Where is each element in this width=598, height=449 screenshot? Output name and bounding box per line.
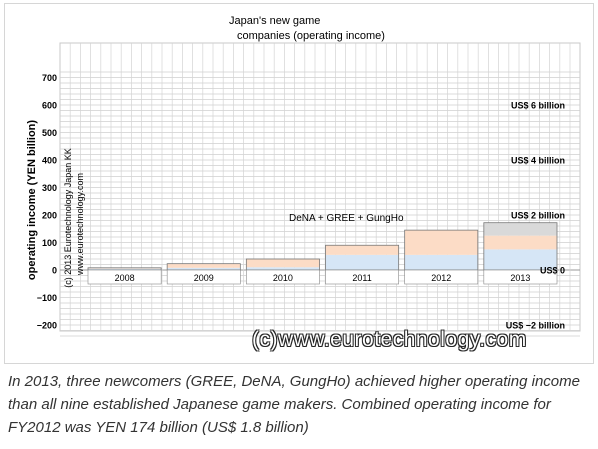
y-tick-label: −200 bbox=[37, 321, 57, 331]
bar-segment-2013-0 bbox=[483, 249, 557, 270]
bar-segment-2011-1 bbox=[325, 245, 399, 255]
x-tick-label: 2011 bbox=[352, 273, 371, 283]
plot-area bbox=[59, 42, 581, 332]
copyright-line2: www.eurotechnology.com bbox=[75, 173, 85, 276]
y-tick-label: 100 bbox=[42, 238, 57, 248]
bar-segment-2012-0 bbox=[404, 254, 478, 270]
bar-segment-2008-0 bbox=[88, 268, 162, 270]
x-tick-labels: 2008 2009 2010 2011 2012 2013 bbox=[115, 273, 531, 283]
y-tick-label: 500 bbox=[42, 128, 57, 138]
bar-segment-2011-0 bbox=[325, 254, 399, 270]
bar-segment-2009-1 bbox=[167, 263, 241, 268]
y-tick-label: −100 bbox=[37, 293, 57, 303]
y-tick-label: 0 bbox=[52, 266, 57, 276]
figure-caption: In 2013, three newcomers (GREE, DeNA, Gu… bbox=[8, 373, 580, 436]
x-tick-label: 2009 bbox=[194, 273, 214, 283]
category-box-2009 bbox=[166, 269, 241, 285]
usd-label: US$ −2 billion bbox=[506, 321, 565, 331]
x-tick-label: 2013 bbox=[510, 273, 530, 283]
category-box-2010 bbox=[246, 269, 320, 285]
category-box-2011 bbox=[325, 269, 399, 285]
watermark-text: (c)www.eurotechnology.com bbox=[252, 328, 527, 351]
bar-segment-2010-0 bbox=[246, 267, 320, 270]
usd-label: US$ 4 billion bbox=[511, 156, 565, 166]
bar-segment-2009-0 bbox=[167, 267, 241, 270]
category-box-2008 bbox=[87, 269, 162, 285]
chart-frame: Japan's new game companies (operating in… bbox=[4, 3, 594, 364]
y-axis-label: operating income (YEN billion) bbox=[26, 120, 38, 280]
category-box-2013 bbox=[483, 269, 558, 285]
y-tick-label: 600 bbox=[42, 101, 57, 111]
bar-segment-2008-1 bbox=[88, 267, 162, 269]
chart-title-line2: companies (operating income) bbox=[237, 30, 385, 42]
bar-segment-2013-1 bbox=[483, 235, 557, 250]
bar-segment-2012-1 bbox=[404, 230, 478, 255]
y-tick-label: 200 bbox=[42, 211, 57, 221]
bars bbox=[87, 222, 558, 285]
usd-label: US$ 6 billion bbox=[511, 101, 565, 111]
x-tick-label: 2010 bbox=[273, 273, 293, 283]
category-box-2012 bbox=[404, 269, 479, 285]
chart: Japan's new game companies (operating in… bbox=[26, 15, 581, 337]
bar-segment-2010-1 bbox=[246, 259, 320, 268]
x-tick-label: 2012 bbox=[431, 273, 451, 283]
usd-label: US$ 0 bbox=[540, 266, 565, 276]
usd-labels: US$ 6 billion US$ 4 billion US$ 2 billion U… bbox=[506, 101, 565, 331]
bar-segment-2013-2 bbox=[483, 222, 557, 236]
y-tick-label: 300 bbox=[42, 183, 57, 193]
y-tick-label: 700 bbox=[42, 73, 57, 83]
y-tick-labels: 700 600 500 400 300 200 100 0 −100 −200 bbox=[37, 73, 57, 331]
y-tick-label: 400 bbox=[42, 156, 57, 166]
annotation-label: DeNA + GREE + GungHo bbox=[289, 213, 404, 224]
usd-label: US$ 2 billion bbox=[511, 211, 565, 221]
copyright-line1: (c) 2013 Eurotechnology Japan KK bbox=[63, 148, 73, 288]
x-tick-label: 2008 bbox=[115, 273, 135, 283]
chart-title-line1: Japan's new game bbox=[229, 15, 320, 27]
